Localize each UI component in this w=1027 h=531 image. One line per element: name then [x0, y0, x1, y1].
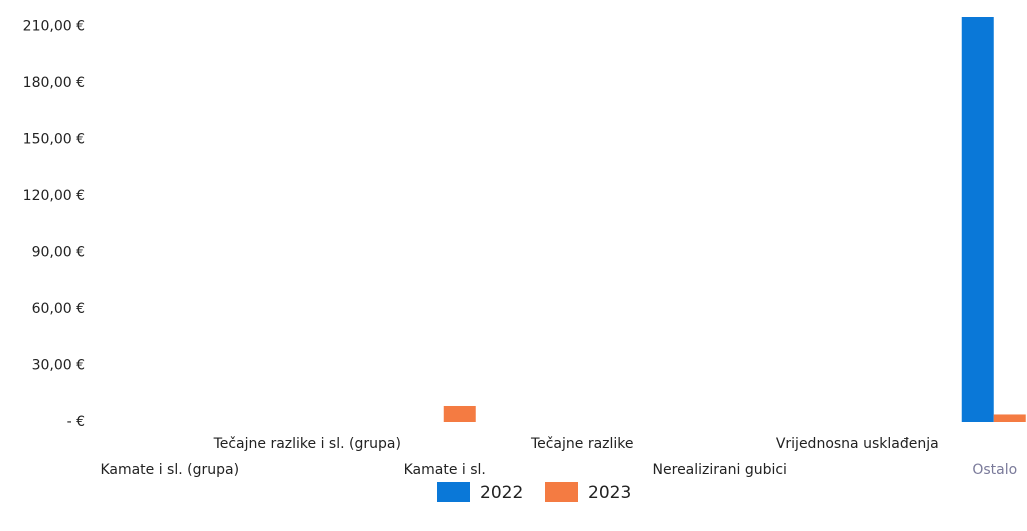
- bar: [443, 405, 476, 422]
- x-tick-label: Vrijednosna usklađenja: [776, 436, 939, 452]
- y-tick-label: - €: [67, 414, 85, 430]
- x-tick-label: Kamate i sl. (grupa): [100, 462, 239, 478]
- x-tick-label: Ostalo: [972, 462, 1017, 478]
- y-tick-label: 120,00 €: [23, 188, 85, 204]
- legend-swatch: [545, 482, 578, 502]
- y-tick-label: 150,00 €: [23, 131, 85, 147]
- y-tick-label: 30,00 €: [32, 357, 85, 373]
- x-tick-label: Kamate i sl.: [404, 462, 486, 478]
- legend-label: 2023: [588, 483, 631, 503]
- y-tick-label: 210,00 €: [23, 18, 85, 34]
- legend-swatch: [437, 482, 470, 502]
- x-tick-label: Tečajne razlike i sl. (grupa): [213, 436, 401, 452]
- x-tick-label: Nerealizirani gubici: [653, 462, 787, 478]
- bar: [993, 414, 1026, 422]
- y-tick-label: 180,00 €: [23, 75, 85, 91]
- x-tick-label: Tečajne razlike: [530, 436, 634, 452]
- y-tick-label: 60,00 €: [32, 301, 85, 317]
- legend-label: 2022: [480, 483, 523, 503]
- y-tick-label: 90,00 €: [32, 244, 85, 260]
- bar: [961, 17, 994, 422]
